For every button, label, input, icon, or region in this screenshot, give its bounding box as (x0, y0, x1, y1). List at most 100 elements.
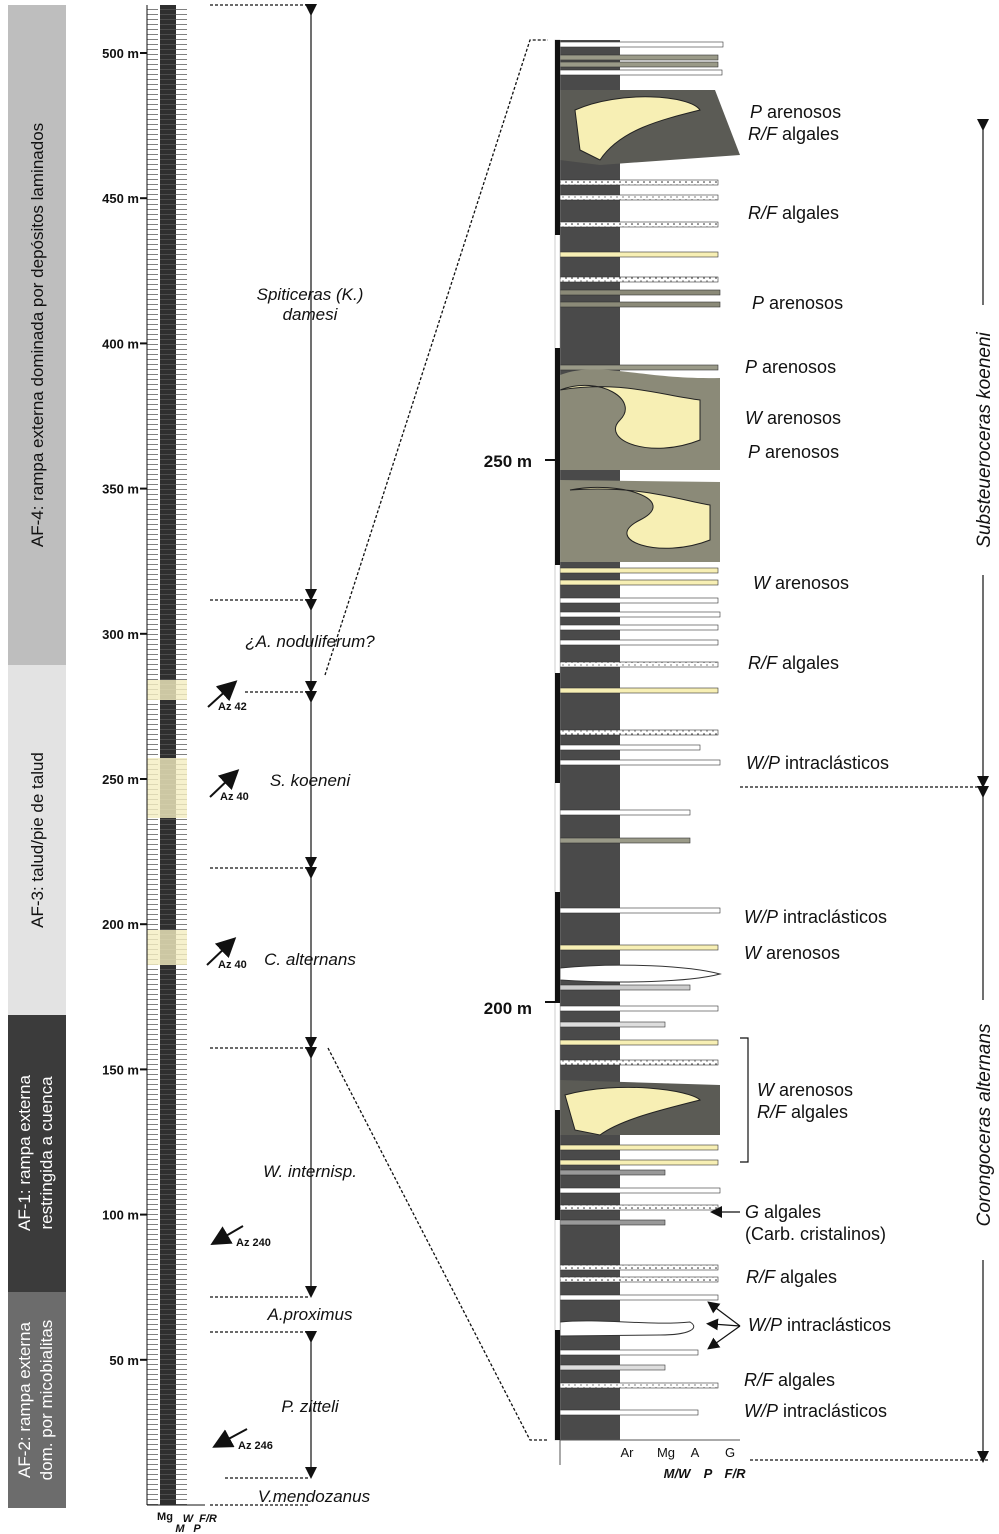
azimuth: Az 246 (238, 1440, 273, 1452)
lithology-code: W (757, 1080, 776, 1100)
scale-label: W (183, 1513, 195, 1525)
bed (559, 1294, 719, 1301)
scale-label: P (193, 1523, 201, 1534)
tick-label: 250 m (102, 772, 139, 787)
bed (559, 1349, 699, 1356)
boundary (210, 4, 310, 1506)
boundary (740, 786, 990, 1461)
bed (559, 1276, 719, 1283)
bed (559, 1169, 666, 1176)
lithology-code: P (752, 293, 764, 313)
scale-label: M (175, 1523, 185, 1534)
lithology-note: (Carb. cristalinos) (745, 1224, 886, 1244)
zone-label: Spiticeras (K.) (257, 285, 364, 304)
azimuth: Az 240 (236, 1237, 271, 1249)
tick-label: 500 m (102, 46, 139, 61)
bed (559, 221, 719, 228)
bed (559, 1059, 719, 1066)
bed (559, 964, 722, 983)
lithology-code: W (744, 943, 763, 963)
scale-bar (555, 892, 560, 1002)
lithology-code: W/P (746, 753, 780, 773)
bed (559, 194, 719, 201)
bed (559, 1204, 719, 1211)
lithology-label: R/F algales (748, 124, 839, 144)
lithology-label: R/F algales (746, 1267, 837, 1287)
lithology-label: R/F algales (757, 1102, 848, 1122)
bed (559, 1039, 719, 1046)
lithology-text: algales (791, 1102, 848, 1122)
lithology-label: R/F algales (748, 203, 839, 223)
lithology-code: W/P (744, 1401, 778, 1421)
scale-bar (555, 348, 560, 565)
tick-label: 250 m (484, 452, 532, 471)
lithology-text: arenosos (779, 1080, 853, 1100)
bed (559, 744, 701, 751)
bed (559, 385, 701, 449)
scale-bar (555, 673, 560, 783)
band (8, 1292, 66, 1508)
lithology-code: R/F (748, 653, 778, 673)
pointer (706, 1318, 741, 1331)
bed (559, 579, 719, 586)
lithology-text: algales (782, 653, 839, 673)
lithology-text: arenosos (765, 442, 839, 462)
band (8, 1015, 66, 1292)
zone-label: ¿A. noduliferum? (245, 632, 375, 651)
band (8, 665, 66, 1015)
bed (559, 639, 719, 646)
lithology-text: intraclásticos (783, 1401, 887, 1421)
zone-label: damesi (283, 305, 339, 324)
bracket (740, 1037, 749, 1163)
zone-label: C. alternans (264, 950, 356, 969)
pointer (707, 1325, 741, 1350)
bed (559, 661, 719, 668)
arrow (206, 937, 237, 966)
lithology-code: W (745, 408, 764, 428)
tick-label: 450 m (102, 191, 139, 206)
zoom-lines (324, 39, 548, 1441)
lithology-text: arenosos (775, 573, 849, 593)
scale-label: F/R (199, 1513, 217, 1525)
bed (559, 759, 721, 766)
lithology-text: algales (764, 1202, 821, 1222)
scale-label: M/W (664, 1466, 692, 1481)
bed (564, 1086, 701, 1136)
scale-label: G (725, 1445, 735, 1460)
lithology-code: R/F (748, 203, 778, 223)
column-fill (147, 5, 187, 1505)
zone-label: P. zitteli (281, 1397, 340, 1416)
tick-label: 50 m (109, 1353, 139, 1368)
zone-label: Substeueroceras koeneni (974, 331, 995, 547)
bed (559, 1021, 666, 1028)
lithology-text: arenosos (762, 357, 836, 377)
scale-label: A (691, 1445, 700, 1460)
lithology-text: arenosos (769, 293, 843, 313)
bed (559, 611, 721, 618)
tick-label: 200 m (102, 917, 139, 932)
lithology-code: G (745, 1202, 759, 1222)
bed (574, 96, 701, 161)
lithology-text: intraclásticos (783, 907, 887, 927)
bed (559, 289, 721, 296)
band (8, 5, 66, 665)
arrow (210, 1225, 244, 1246)
tick-label: 400 m (102, 336, 139, 351)
azimuth: Az 40 (218, 959, 247, 971)
lithology-code: R/F (744, 1370, 774, 1390)
bed (559, 729, 719, 736)
zone-boundaries: Spiticeras (K.) damesi ¿A. noduliferum? … (210, 4, 375, 1506)
lithology-text: arenosos (766, 943, 840, 963)
bed (559, 1264, 719, 1271)
scale-label: P (704, 1466, 713, 1481)
lithology-code: P (750, 102, 762, 122)
zone-label: V.mendozanus (258, 1487, 371, 1506)
zone-label: W. internisp. (263, 1162, 357, 1181)
bed (569, 486, 711, 549)
azimuth: Az 40 (220, 791, 249, 803)
